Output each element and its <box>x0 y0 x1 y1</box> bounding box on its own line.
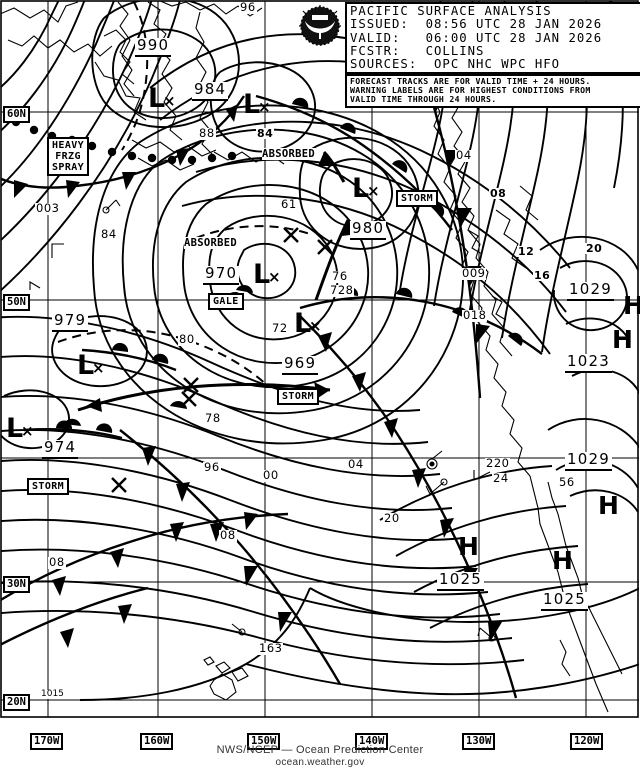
station-plots <box>29 199 496 642</box>
pressure-value-969-4: 969 <box>282 355 319 375</box>
pressure-value-970-3: 970 <box>203 265 240 285</box>
low-center-symbol: L <box>6 413 24 444</box>
isobar-label-00-12: 00 <box>262 468 280 482</box>
isobar-label-78-10: 78 <box>204 411 222 425</box>
high-center-symbol: H <box>612 325 633 354</box>
lat-label-50N: 50N <box>3 294 30 312</box>
high-center-symbol: H <box>623 291 640 320</box>
header-title: PACIFIC SURFACE ANALYSIS <box>350 4 552 18</box>
lon-label-140W: 140W <box>355 733 389 751</box>
low-center-x-marker: × <box>21 422 34 440</box>
lon-label-150W: 150W <box>247 733 281 751</box>
high-center-symbol: H <box>598 491 619 520</box>
warning-box-3: STORM <box>277 388 320 405</box>
pressure-value-980-2: 980 <box>350 220 387 240</box>
low-center-x-marker: × <box>367 182 380 200</box>
high-center-symbol: H <box>458 532 479 561</box>
noaa-logo <box>299 5 341 46</box>
track-points <box>111 227 333 493</box>
isobar-label-96-11: 96 <box>203 460 221 474</box>
isobar-label-84-2: 84 <box>256 127 275 140</box>
low-center-x-marker: × <box>258 98 271 116</box>
isobar-label-96-0: 96 <box>239 0 257 14</box>
isobar-label-04-13: 04 <box>347 457 365 471</box>
isobar-label-20-21: 20 <box>585 242 604 255</box>
low-center-symbol: L <box>243 89 261 120</box>
pressure-value-979-5: 979 <box>52 312 89 332</box>
lat-label-30N: 30N <box>3 576 30 594</box>
isobar-label-84-4: 84 <box>100 227 118 241</box>
pressure-value-974-6: 974 <box>42 439 79 459</box>
isobar-label-018-23: 018 <box>462 308 488 322</box>
isobar-label-24-25: 24 <box>492 471 510 485</box>
header-issued: ISSUED: 08:56 UTC 28 JAN 2026 <box>350 17 603 32</box>
footer-url: ocean.weather.gov <box>275 757 365 768</box>
isobar-label-12-19: 12 <box>517 245 536 258</box>
annotation-absorbed-0: ABSORBED <box>262 148 315 160</box>
lat-label-20N: 20N <box>3 694 30 712</box>
pressure-value-1029-7: 1029 <box>567 281 614 301</box>
high-center-symbol: H <box>552 546 573 575</box>
isobar-label-08-15: 08 <box>219 528 237 542</box>
low-center-symbol: L <box>77 350 95 381</box>
note-line-3: VALID TIME THROUGH 24 HOURS. <box>350 94 497 105</box>
isobar-label-009-22: 009 <box>461 266 487 280</box>
low-center-x-marker: × <box>163 92 176 110</box>
isobar-label-72-8: 72 <box>271 321 289 335</box>
lon-label-170W: 170W <box>30 733 64 751</box>
isobar-label-728-7: 728 <box>329 283 355 297</box>
header-sources: SOURCES: OPC NHC WPC HFO <box>350 57 561 72</box>
warning-box-4: STORM <box>27 478 70 495</box>
isobar-label-003-3: 003 <box>35 201 61 215</box>
isobar-label-20-14: 20 <box>383 511 401 525</box>
pressure-value-1025-11: 1025 <box>541 591 588 611</box>
forecast-tracks <box>77 150 350 412</box>
isobar-label-1015-28: 1015 <box>40 689 65 699</box>
header-valid: VALID: 06:00 UTC 28 JAN 2026 <box>350 30 603 45</box>
lon-label-120W: 120W <box>570 733 604 751</box>
isobar-label-220-24: 220 <box>485 456 511 470</box>
low-center-x-marker: × <box>309 317 322 335</box>
header-info-box: PACIFIC SURFACE ANALYSIS ISSUED: 08:56 U… <box>345 2 640 75</box>
isobar-label-56-26: 56 <box>558 475 576 489</box>
footer-agency: NWS/NCEP — Ocean Prediction Center <box>216 744 424 756</box>
pressure-value-990-0: 990 <box>135 37 172 57</box>
low-center-symbol: L <box>352 173 370 204</box>
isobar-label-04-17: 04 <box>455 148 473 162</box>
low-center-symbol: L <box>294 308 312 339</box>
warning-box-0: HEAVY FRZG SPRAY <box>47 137 90 176</box>
note-line-1: FORECAST TRACKS ARE FOR VALID TIME + 24 … <box>350 76 591 86</box>
low-center-symbol: L <box>148 83 166 114</box>
isobar-label-163-27: 163 <box>258 641 284 655</box>
lon-label-160W: 160W <box>140 733 174 751</box>
pressure-value-984-1: 984 <box>192 81 229 101</box>
lat-label-60N: 60N <box>3 106 30 124</box>
low-center-x-marker: × <box>268 268 281 286</box>
isobar-label-61-5: 61 <box>280 197 298 211</box>
annotation-absorbed-1: ABSORBED <box>184 237 237 249</box>
header-fcstr: FCSTR: COLLINS <box>350 43 485 58</box>
note-line-2: WARNING LABELS ARE FOR HIGHEST CONDITION… <box>350 85 591 96</box>
isobar-label-08-16: 08 <box>48 555 66 569</box>
isobar-label-16-20: 16 <box>533 269 552 282</box>
pressure-value-1023-8: 1023 <box>565 353 612 373</box>
pressure-value-1029-9: 1029 <box>565 451 612 471</box>
warning-box-1: GALE <box>208 293 244 310</box>
warning-box-2: STORM <box>396 190 439 207</box>
coastlines <box>1 1 623 713</box>
lon-label-130W: 130W <box>462 733 496 751</box>
isobar-label-88-1: 88 <box>198 126 216 140</box>
pressure-value-1025-10: 1025 <box>437 571 484 591</box>
isobar-label-80-9: 80 <box>178 332 196 346</box>
isobar-label-76-6: 76 <box>331 269 349 283</box>
forecast-note-box: FORECAST TRACKS ARE FOR VALID TIME + 24 … <box>345 74 640 108</box>
low-center-symbol: L <box>253 259 271 290</box>
low-center-x-marker: × <box>92 359 105 377</box>
isobar-label-08-18: 08 <box>489 187 508 200</box>
